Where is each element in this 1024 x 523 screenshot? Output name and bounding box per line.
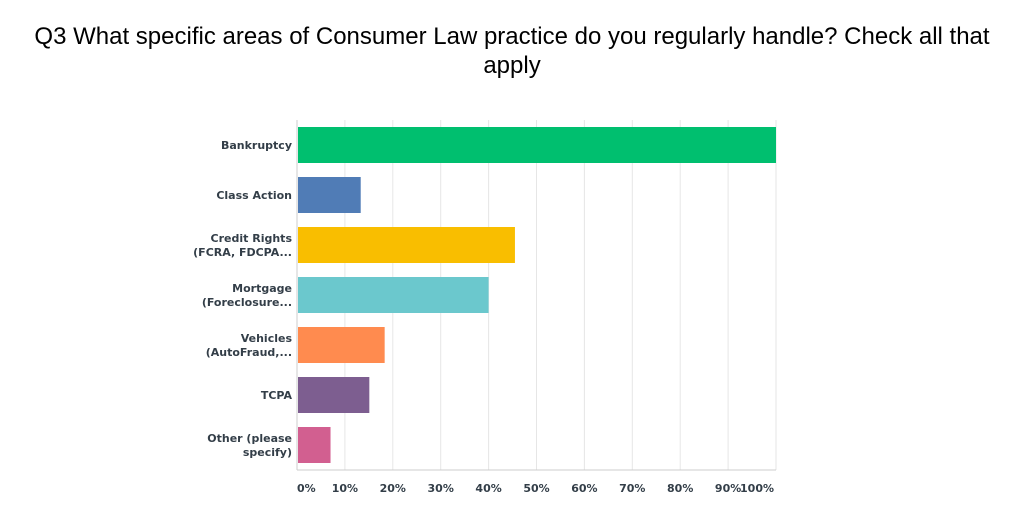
x-tick-label: 80% xyxy=(667,482,693,495)
bar xyxy=(298,427,331,463)
x-tick-label: 20% xyxy=(380,482,406,495)
tick-labels: 0% 10% 20% 30% 40% 50% 60% 70% 80% 90%100% xyxy=(297,482,774,495)
bars xyxy=(298,127,776,463)
category-label: Mortgage xyxy=(232,282,292,295)
category-label: Vehicles xyxy=(241,332,293,345)
category-label: Class Action xyxy=(216,189,292,202)
category-label: Other (please xyxy=(207,432,292,445)
category-label: Bankruptcy xyxy=(221,139,292,152)
category-label: TCPA xyxy=(261,389,293,402)
x-tick-label: 0% xyxy=(297,482,316,495)
category-label: (AutoFraud,... xyxy=(206,346,292,359)
chart-title: Q3 What specific areas of Consumer Law p… xyxy=(34,23,990,79)
bar xyxy=(298,177,361,213)
x-tick-label: 90% xyxy=(715,482,741,495)
bar xyxy=(298,277,489,313)
x-tick-label: 10% xyxy=(332,482,358,495)
x-tick-label: 40% xyxy=(475,482,501,495)
bar xyxy=(298,327,385,363)
x-tick-label: 30% xyxy=(428,482,454,495)
category-label: specify) xyxy=(243,446,292,459)
x-tick-label: 60% xyxy=(571,482,597,495)
category-label: Credit Rights xyxy=(211,232,293,245)
x-tick-label: 70% xyxy=(619,482,645,495)
bar xyxy=(298,377,370,413)
category-label: (Foreclosure... xyxy=(202,296,292,309)
x-tick-label: 50% xyxy=(523,482,549,495)
bar xyxy=(298,227,515,263)
axes xyxy=(296,120,776,471)
x-tick-label: 100% xyxy=(740,482,774,495)
category-labels: Bankruptcy Class Action Credit Rights(FCRA… xyxy=(193,139,292,459)
bar xyxy=(298,127,776,163)
category-label: (FCRA, FDCPA... xyxy=(193,246,292,259)
